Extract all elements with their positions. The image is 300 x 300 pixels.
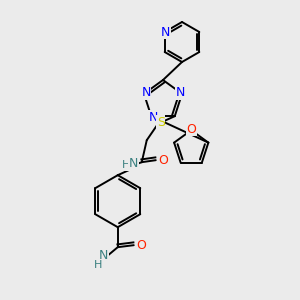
Text: H: H	[94, 260, 102, 270]
Text: H: H	[122, 160, 130, 170]
Text: O: O	[186, 123, 196, 136]
Text: N: N	[99, 249, 108, 262]
Text: O: O	[136, 239, 146, 252]
Text: N: N	[175, 86, 185, 99]
Text: N: N	[161, 26, 170, 38]
Text: N: N	[129, 157, 138, 170]
Text: N: N	[148, 111, 158, 124]
Text: N: N	[141, 86, 151, 99]
Text: S: S	[157, 116, 165, 129]
Text: O: O	[158, 154, 168, 167]
